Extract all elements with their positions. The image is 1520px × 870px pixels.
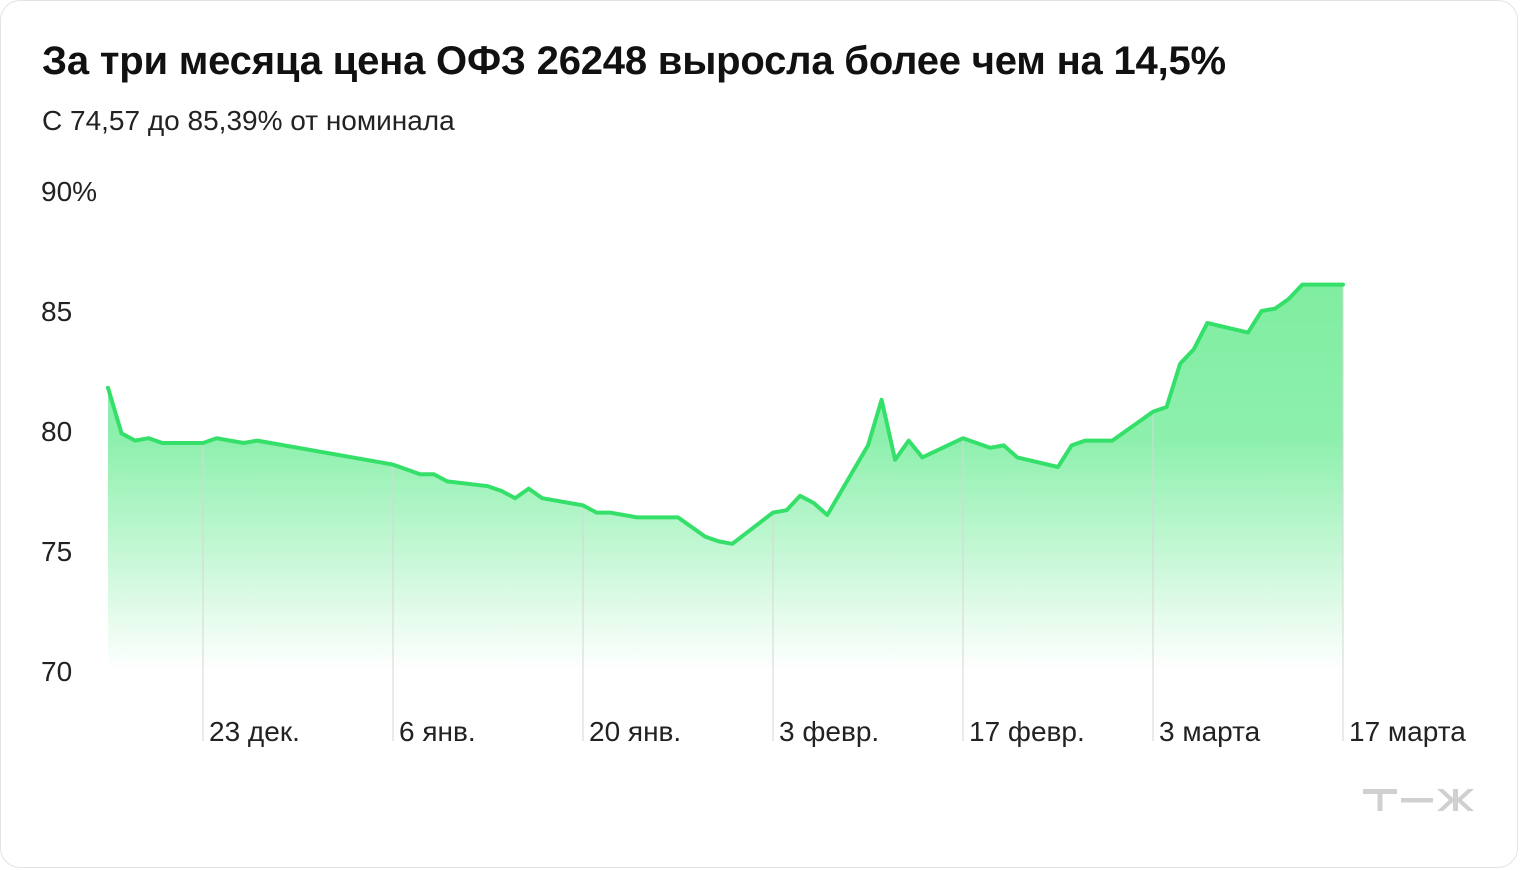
y-tick-label: 70 bbox=[41, 656, 72, 687]
chart-subtitle: С 74,57 до 85,39% от номинала bbox=[42, 105, 455, 136]
logo-mark bbox=[1363, 789, 1474, 811]
series-line bbox=[106, 282, 1345, 546]
x-tick-label: 20 янв. bbox=[589, 716, 681, 747]
x-axis: 23 дек. 6 янв. 20 янв. 3 февр. 17 февр. 3 мар… bbox=[209, 716, 1466, 747]
y-tick-label: 90% bbox=[41, 176, 97, 207]
y-tick-label: 75 bbox=[41, 536, 72, 567]
tzh-logo bbox=[1363, 789, 1474, 811]
x-tick-label: 3 марта bbox=[1159, 716, 1261, 747]
x-tick-label: 23 дек. bbox=[209, 716, 300, 747]
x-tick-label: 17 марта bbox=[1349, 716, 1466, 747]
x-tick-label: 3 февр. bbox=[779, 716, 879, 747]
chart-title: За три месяца цена ОФЗ 26248 выросла бол… bbox=[42, 39, 1226, 83]
y-tick-label: 85 bbox=[41, 296, 72, 327]
x-tick-label: 6 янв. bbox=[399, 716, 476, 747]
x-gridlines bbox=[202, 284, 1344, 741]
area-fill bbox=[108, 284, 1343, 671]
x-tick-label: 17 февр. bbox=[969, 716, 1085, 747]
y-tick-label: 80 bbox=[41, 416, 72, 447]
y-axis: 90% 85 80 75 70 bbox=[41, 176, 97, 687]
